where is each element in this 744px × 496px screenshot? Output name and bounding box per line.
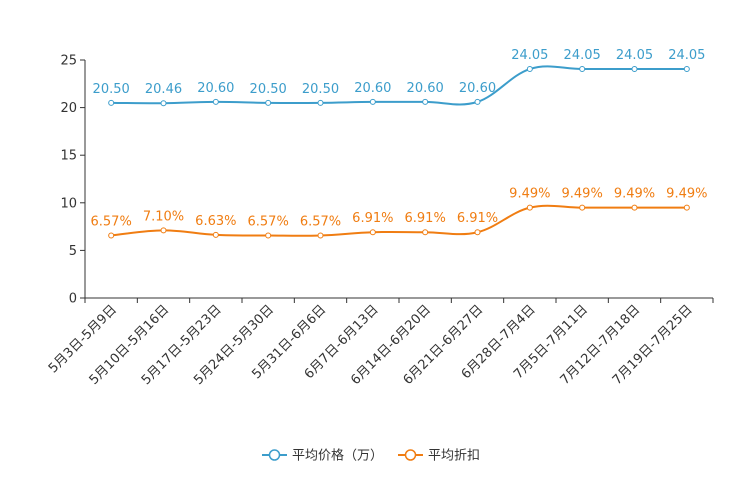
- data-point: [422, 229, 429, 236]
- data-label: 6.57%: [248, 214, 289, 229]
- data-label: 7.10%: [143, 209, 184, 224]
- data-point: [631, 66, 638, 73]
- data-point: [265, 232, 272, 239]
- legend-item-avg-price: 平均价格（万）: [262, 448, 383, 464]
- data-label: 6.91%: [352, 211, 393, 226]
- legend-circle-icon: [404, 449, 417, 461]
- data-point: [108, 232, 115, 239]
- data-label: 20.60: [354, 81, 391, 96]
- data-label: 24.05: [511, 48, 548, 63]
- data-label: 20.46: [145, 82, 182, 97]
- y-axis: 0 5 10 15 20 25: [60, 54, 86, 307]
- data-label: 6.57%: [91, 214, 132, 229]
- y-tick-label: 15: [60, 149, 77, 164]
- data-point: [474, 98, 481, 105]
- data-label: 20.50: [302, 82, 339, 97]
- data-label: 9.49%: [614, 187, 655, 202]
- legend-label: 平均价格（万）: [292, 448, 383, 464]
- data-label: 6.91%: [405, 211, 446, 226]
- data-point: [317, 99, 324, 106]
- data-label: 9.49%: [509, 187, 550, 202]
- data-label: 6.91%: [457, 211, 498, 226]
- y-tick-label: 0: [69, 292, 77, 307]
- series-avg-price: 20.50 20.46 20.60 20.50 20.50 20.60 20.60 20.60…: [93, 48, 705, 107]
- data-point: [369, 98, 376, 105]
- data-point: [369, 229, 376, 236]
- data-point: [579, 204, 586, 211]
- data-label: 20.60: [407, 81, 444, 96]
- data-point: [108, 99, 115, 106]
- data-point: [683, 204, 690, 211]
- data-label: 20.60: [197, 81, 234, 96]
- data-point: [160, 100, 167, 107]
- x-axis: 5月3日-5月9日5月10日-5月16日5月17日-5月23日5月24日-5月3…: [46, 297, 714, 388]
- series-layer: 20.50 20.46 20.60 20.50 20.50 20.60 20.60 20.60…: [91, 48, 707, 239]
- data-point: [160, 227, 167, 234]
- series-line: [111, 204, 687, 237]
- series-line: [111, 65, 687, 106]
- data-point: [474, 229, 481, 236]
- data-label: 6.57%: [300, 214, 341, 229]
- data-label: 9.49%: [562, 187, 603, 202]
- legend-label: 平均折扣: [428, 449, 480, 464]
- data-label: 20.50: [250, 82, 287, 97]
- data-point: [526, 204, 533, 211]
- data-label: 9.49%: [666, 187, 707, 202]
- y-tick-label: 25: [60, 54, 77, 69]
- data-point: [579, 66, 586, 73]
- data-point: [526, 66, 533, 73]
- data-point: [265, 99, 272, 106]
- y-tick-label: 20: [60, 101, 77, 116]
- data-point: [683, 66, 690, 73]
- y-tick-label: 5: [69, 244, 77, 259]
- legend: 平均价格（万） 平均折扣: [262, 448, 480, 464]
- data-point: [422, 98, 429, 105]
- data-label: 24.05: [616, 48, 653, 63]
- data-label: 6.63%: [195, 214, 236, 229]
- data-label: 20.60: [459, 81, 496, 96]
- data-point: [212, 98, 219, 105]
- legend-circle-icon: [268, 449, 281, 461]
- series-avg-discount: 6.57% 7.10% 6.63% 6.57% 6.57% 6.91% 6.91% 6.91%…: [91, 187, 707, 239]
- data-label: 24.05: [668, 48, 705, 63]
- data-label: 20.50: [93, 82, 130, 97]
- legend-item-avg-discount: 平均折扣: [398, 449, 480, 464]
- data-point: [631, 204, 638, 211]
- data-point: [317, 232, 324, 239]
- data-point: [212, 231, 219, 238]
- y-tick-label: 10: [60, 196, 77, 211]
- data-label: 24.05: [564, 48, 601, 63]
